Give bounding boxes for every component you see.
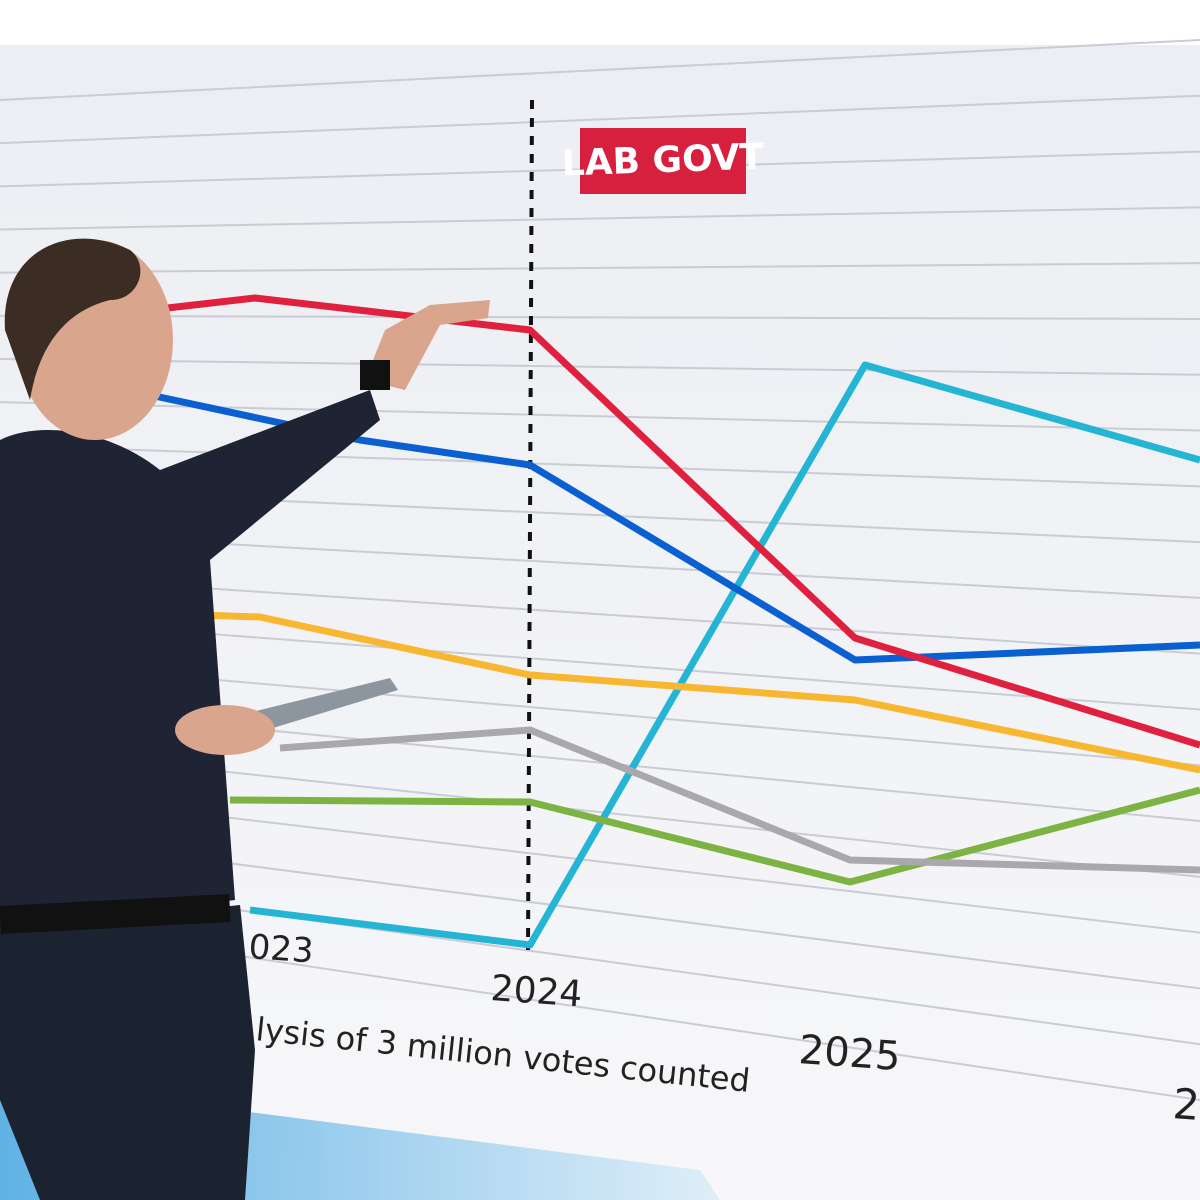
line-green <box>229 786 1200 886</box>
presenter-shirt <box>0 390 380 930</box>
axis-label: 023 <box>247 927 315 971</box>
presenter-trousers <box>0 905 255 1200</box>
axis-label: 2025 <box>797 1027 902 1080</box>
presenter-hand <box>175 705 275 755</box>
grid-line <box>0 262 1200 274</box>
grid-line <box>0 206 1200 231</box>
banner-label: LAB GOVT <box>561 136 765 184</box>
presenter-hair <box>4 238 141 400</box>
presenter-belt <box>0 894 231 934</box>
grid-line <box>0 444 1200 488</box>
grid-line <box>0 357 1200 376</box>
line-cyan <box>249 361 1200 949</box>
line-grey <box>279 726 1200 874</box>
line-orange <box>199 611 1200 774</box>
grid-line <box>0 314 1200 320</box>
presenter-watch <box>360 360 390 390</box>
top-band <box>0 0 1200 45</box>
axis-label: 2 <box>1171 1079 1200 1130</box>
banner-box <box>580 128 746 194</box>
axis-label: 2024 <box>489 968 583 1015</box>
video-wall <box>0 45 1200 1200</box>
divider-line <box>526 99 534 951</box>
line-red <box>149 294 1200 749</box>
tablet <box>240 678 398 735</box>
presenter <box>0 238 490 1200</box>
grid-line <box>0 39 1200 101</box>
presenter-hand <box>365 300 490 390</box>
grid-line <box>0 94 1200 145</box>
